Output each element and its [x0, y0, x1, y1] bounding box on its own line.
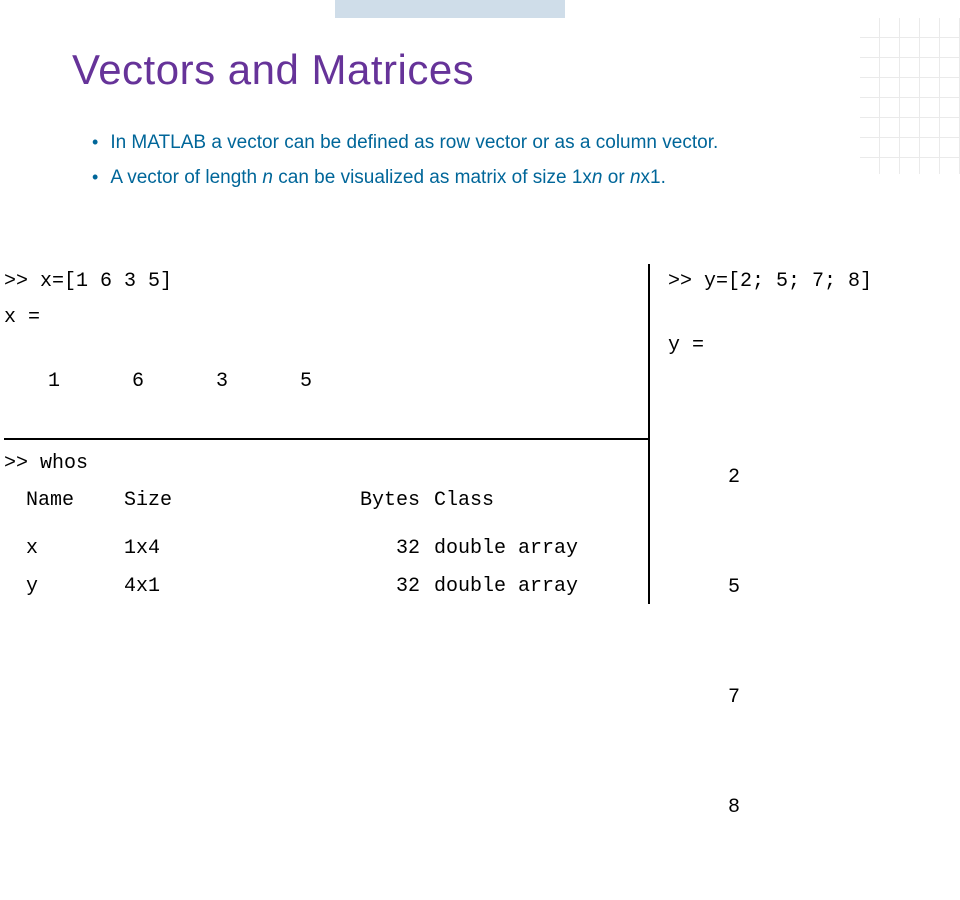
whos-bytes: 32 [274, 530, 434, 568]
col-class-header: Class [434, 482, 648, 520]
bullet-dot: • [92, 165, 98, 190]
var-y-values: 2 5 7 8 [728, 386, 800, 900]
whos-row: y 4x1 32 double array [4, 568, 648, 606]
divider-v [648, 264, 650, 604]
whos-size: 1x4 [124, 530, 274, 568]
top-bar-right [565, 0, 960, 18]
y-value: 2 [728, 460, 800, 496]
bullet-text-part: A vector of length [110, 167, 262, 188]
col-name-header: Name [4, 482, 124, 520]
var-y-label: y = [668, 328, 948, 364]
cmd-whos: >> whos [4, 446, 648, 482]
y-value: 5 [728, 570, 800, 606]
cmd-x: >> x=[1 6 3 5] [4, 264, 648, 300]
whos-row: x 1x4 32 double array [4, 530, 648, 568]
whos-size: 4x1 [124, 568, 274, 606]
bullet-text-part: can be visualized as matrix of size 1x [273, 167, 592, 188]
col-bytes-header: Bytes [274, 482, 434, 520]
whos-bytes: 32 [274, 568, 434, 606]
var-x-values: 1 6 3 5 [48, 364, 312, 400]
top-bar-mid [335, 0, 565, 18]
bullet-text-part: x1. [641, 167, 666, 188]
bullet-text: In MATLAB a vector can be defined as row… [110, 130, 718, 157]
top-bar-left [0, 0, 335, 18]
bullet-dot: • [92, 130, 98, 155]
bullet-text-part: or [602, 167, 629, 188]
spacer [4, 520, 648, 530]
whos-class: double array [434, 530, 648, 568]
bullet-text-ital: n [592, 167, 603, 188]
spacer [668, 300, 948, 328]
top-bars [0, 0, 960, 18]
slide-title: Vectors and Matrices [72, 46, 920, 94]
bullet-text: A vector of length n can be visualized a… [110, 165, 666, 192]
whos-class: double array [434, 568, 648, 606]
matlab-output: >> x=[1 6 3 5] x = 1 6 3 5 >> whos Name … [0, 264, 960, 604]
bullet-item: • A vector of length n can be visualized… [92, 165, 920, 192]
whos-name: x [4, 530, 124, 568]
bullet-list: • In MATLAB a vector can be defined as r… [92, 130, 920, 191]
whos-header: Name Size Bytes Class [4, 482, 648, 520]
var-x-label: x = [4, 300, 648, 336]
bullet-text-ital: n [630, 167, 641, 188]
cmd-y: >> y=[2; 5; 7; 8] [668, 264, 948, 300]
right-panel: >> y=[2; 5; 7; 8] y = 2 5 7 8 [668, 264, 948, 604]
divider-h [4, 438, 648, 440]
whos-name: y [4, 568, 124, 606]
bullet-item: • In MATLAB a vector can be defined as r… [92, 130, 920, 157]
y-value: 7 [728, 680, 800, 716]
y-value: 8 [728, 790, 800, 826]
bullet-text-ital: n [262, 167, 273, 188]
col-size-header: Size [124, 482, 274, 520]
left-panel: >> x=[1 6 3 5] x = 1 6 3 5 >> whos Name … [4, 264, 648, 604]
